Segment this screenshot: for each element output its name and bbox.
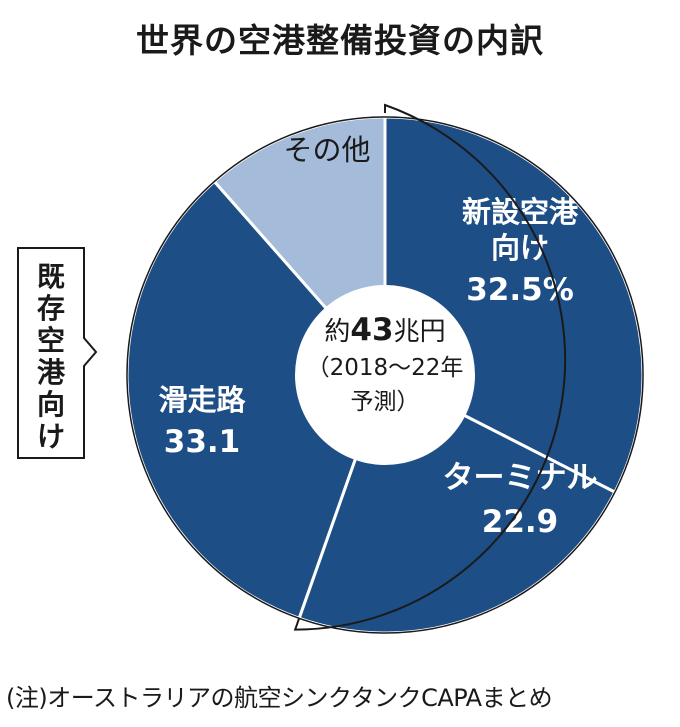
existing-airports-bracket (17, 247, 98, 459)
center-unit: 兆円 (394, 317, 446, 347)
center-period: （2018〜22年 (307, 355, 464, 381)
new-airport-bracket-arc (293, 103, 567, 631)
center-prefix: 約 (324, 317, 350, 347)
slice-label: ターミナル (443, 460, 598, 496)
slice-label: 向け (491, 231, 549, 265)
center-period-note: 予測） (351, 389, 420, 415)
bracket-label-char: 港 (37, 356, 66, 389)
center-value: 43 (350, 312, 393, 348)
bracket-label-char: 存 (37, 292, 65, 325)
bracket-label-char: 向 (37, 388, 65, 421)
slice-label: その他 (283, 133, 370, 167)
outline-group (126, 103, 644, 634)
bracket-label-char: 既 (37, 260, 65, 293)
pie-outline (126, 116, 644, 634)
source-note: (注)オーストラリアの航空シンクタンクCAPAまとめ (6, 684, 553, 712)
donut-hole (295, 285, 475, 465)
slice-value-label: 32.5% (466, 272, 574, 308)
bracket-label-char: け (37, 420, 65, 453)
chart-title: 世界の空港整備投資の内訳 (136, 21, 544, 60)
slice-label: 滑走路 (158, 383, 246, 417)
center-total: 約43兆円 (324, 312, 445, 348)
slice-value-label: 33.1 (164, 424, 241, 460)
bracket-label-char: 空 (37, 324, 65, 357)
